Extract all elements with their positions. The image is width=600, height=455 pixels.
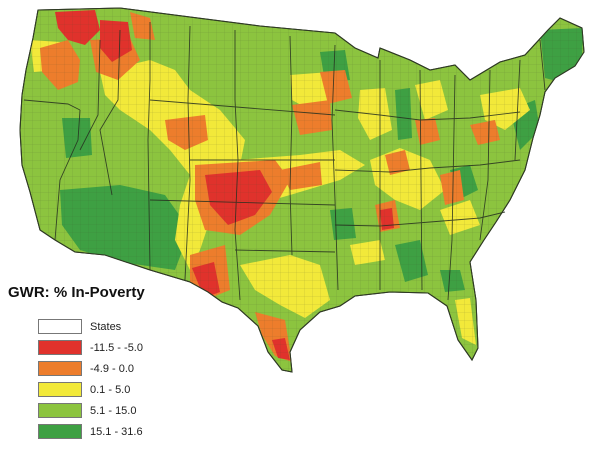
- legend-swatch: [38, 340, 82, 355]
- legend-label: States: [90, 320, 122, 333]
- legend-item-class-3: 0.1 - 5.0: [38, 379, 143, 400]
- legend-swatch: [38, 424, 82, 439]
- legend-swatch: [38, 361, 82, 376]
- legend-label: 15.1 - 31.6: [90, 425, 143, 438]
- legend-label: -4.9 - 0.0: [90, 362, 135, 375]
- legend-label: -11.5 - -5.0: [90, 341, 143, 354]
- legend-label: 5.1 - 15.0: [90, 404, 137, 417]
- state-boundaries: [23, 22, 546, 301]
- legend-swatch: [38, 403, 82, 418]
- legend-swatch: [38, 382, 82, 397]
- legend-item-class-2: -4.9 - 0.0: [38, 358, 143, 379]
- us-border: [19, 7, 585, 373]
- legend-label: 0.1 - 5.0: [90, 383, 131, 396]
- legend-item-class-4: 5.1 - 15.0: [38, 400, 143, 421]
- legend-swatch: [38, 319, 82, 334]
- legend-title: GWR: % In-Poverty: [8, 284, 145, 301]
- legend-item-class-5: 15.1 - 31.6: [38, 421, 143, 442]
- legend-item-class-1: -11.5 - -5.0: [38, 337, 143, 358]
- legend-item-states: States: [38, 316, 143, 337]
- legend: States -11.5 - -5.0 -4.9 - 0.0 0.1 - 5.0…: [38, 316, 143, 442]
